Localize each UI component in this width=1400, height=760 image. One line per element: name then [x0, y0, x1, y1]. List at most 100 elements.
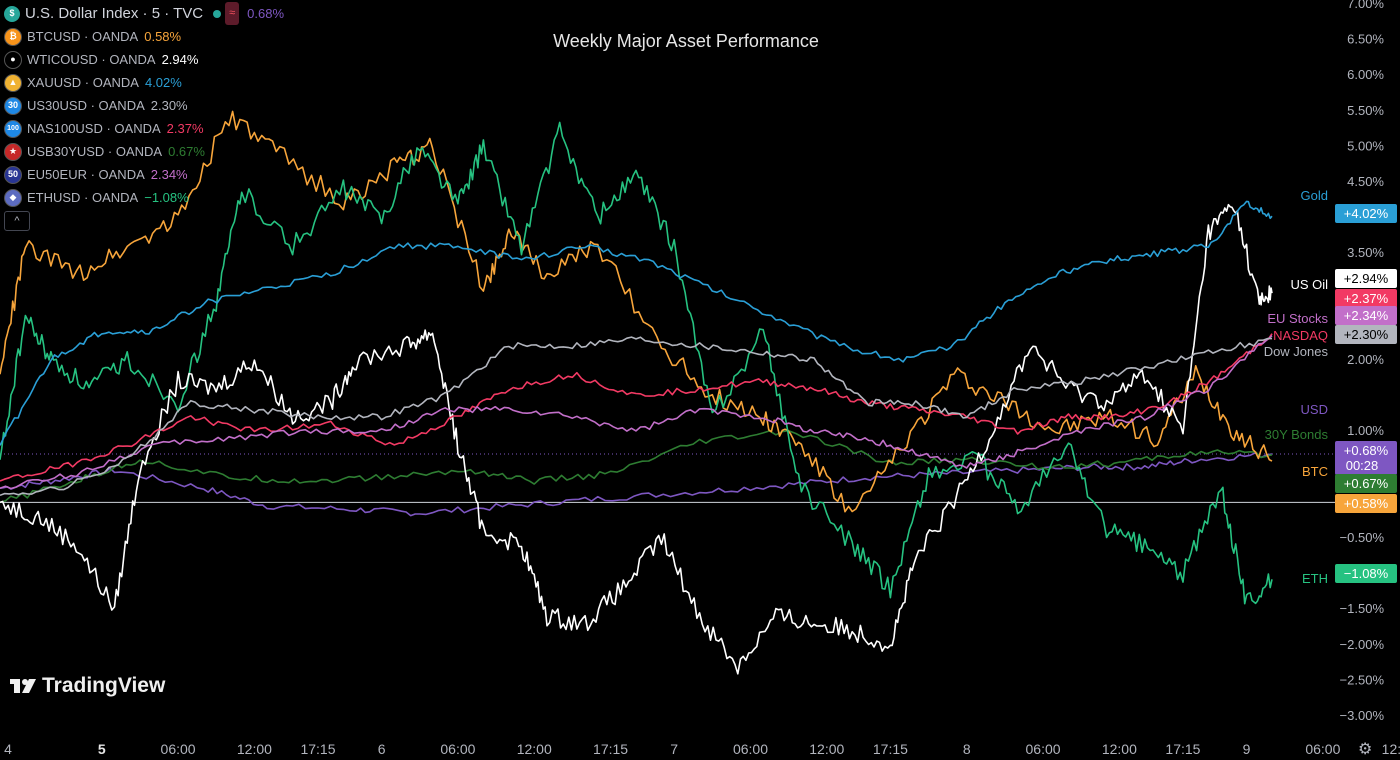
y-tick-label: 5.50%	[1347, 103, 1384, 118]
gold-bars-icon: ▲	[4, 73, 22, 92]
legend-row[interactable]: 30 US30USD · OANDA 2.30%	[4, 94, 284, 117]
y-tick-label: −3.00%	[1340, 708, 1385, 723]
legend-symbol: NAS100USD · OANDA	[27, 121, 161, 136]
x-tick-label: 06:00	[440, 741, 475, 757]
series-line-30y-bonds	[0, 429, 1273, 504]
series-line-us-oil	[0, 203, 1273, 675]
us-flag-icon: ★	[4, 142, 22, 161]
bitcoin-icon: ₿	[4, 27, 22, 46]
legend-symbol: XAUUSD · OANDA	[27, 75, 139, 90]
series-name-label: 30Y Bonds	[1265, 427, 1329, 442]
legend-row[interactable]: ◆ ETHUSD · OANDA −1.08%	[4, 186, 284, 209]
legend-main-row[interactable]: $ U.S. Dollar Index · 5 · TVC ≈ 0.68%	[4, 2, 284, 25]
legend-value: 2.94%	[161, 52, 199, 67]
series-name-label: US Oil	[1290, 277, 1328, 292]
series-line-dow-jones	[0, 336, 1272, 497]
legend-symbol: BTCUSD · OANDA	[27, 29, 139, 44]
dollar-icon: $	[4, 5, 20, 22]
legend-symbol: US30USD · OANDA	[27, 98, 145, 113]
series-line-eu-stocks	[0, 335, 1273, 490]
legend-value: 4.02%	[144, 75, 182, 90]
y-tick-label: 2.00%	[1347, 352, 1384, 367]
price-badge-value: +4.02%	[1344, 206, 1389, 221]
legend-row[interactable]: 50 EU50EUR · OANDA 2.34%	[4, 163, 284, 186]
y-tick-label: 6.00%	[1347, 67, 1384, 82]
us30-icon: 30	[4, 96, 22, 115]
x-tick-label: 12:00	[809, 741, 844, 757]
series-name-label: EU Stocks	[1267, 311, 1328, 326]
series-layer	[0, 110, 1335, 675]
y-tick-label: 6.50%	[1347, 32, 1384, 47]
legend-symbol: USB30YUSD · OANDA	[27, 144, 163, 159]
y-tick-label: −2.00%	[1340, 637, 1385, 652]
series-line-gold	[0, 200, 1273, 446]
price-badge-value: +2.34%	[1344, 308, 1389, 323]
legend-symbol: ETHUSD · OANDA	[27, 190, 139, 205]
chevron-up-icon: ^	[14, 215, 20, 227]
x-tick-label: 17:15	[873, 741, 908, 757]
price-badge-value: +2.37%	[1344, 291, 1389, 306]
y-axis[interactable]: 7.00% 6.50% 6.00% 5.50% 5.00% 4.50% 3.50% 2.00%…	[1340, 0, 1385, 723]
price-badge	[1335, 494, 1397, 513]
x-tick-label: 06:00	[1026, 741, 1061, 757]
series-name-label: Dow Jones	[1264, 344, 1329, 359]
x-tick-label: 9	[1243, 741, 1251, 757]
gear-icon[interactable]: ⚙	[1358, 741, 1373, 758]
x-tick-label: 8	[963, 741, 971, 757]
series-line-btc	[0, 110, 1273, 513]
legend-value: 2.34%	[150, 167, 188, 182]
y-tick-label: 5.00%	[1347, 138, 1384, 153]
price-badge-value: +0.68%	[1344, 443, 1389, 458]
y-tick-label: 1.00%	[1347, 423, 1384, 438]
series-name-label: USD	[1301, 402, 1328, 417]
x-tick-label: 12:00	[517, 741, 552, 757]
x-tick-label: 7	[670, 741, 678, 757]
price-badge-value: +2.30%	[1344, 327, 1389, 342]
y-tick-label: 7.00%	[1347, 0, 1384, 11]
legend-symbol: WTICOUSD · OANDA	[27, 52, 156, 67]
series-end-labels: USD +0.68%00:28 30Y Bonds +0.67% BTC +0.58% ET…	[1264, 188, 1397, 586]
legend-row[interactable]: ★ USB30YUSD · OANDA 0.67%	[4, 140, 284, 163]
y-tick-label: 3.50%	[1347, 245, 1384, 260]
legend-main-value: 0.68%	[247, 6, 285, 21]
x-tick-label: 12:00	[237, 741, 272, 757]
y-tick-label: −0.50%	[1340, 530, 1385, 545]
oil-drop-icon: ●	[4, 50, 22, 69]
approx-badge: ≈	[225, 2, 240, 25]
price-badge	[1335, 564, 1397, 583]
series-line-nasdaq	[0, 333, 1273, 482]
legend-row[interactable]: 100 NAS100USD · OANDA 2.37%	[4, 117, 284, 140]
nas100-icon: 100	[4, 119, 22, 138]
legend-row[interactable]: ₿ BTCUSD · OANDA 0.58%	[4, 25, 284, 48]
series-line-usd	[0, 451, 1273, 517]
price-badge	[1335, 289, 1397, 308]
brand-name: TradingView	[42, 674, 166, 697]
series-name-label: ETH	[1302, 571, 1328, 586]
y-tick-label: −1.50%	[1340, 601, 1385, 616]
x-tick-label: 12:00	[1102, 741, 1137, 757]
series-line-eth	[0, 121, 1273, 605]
legend-row[interactable]: ▲ XAUUSD · OANDA 4.02%	[4, 71, 284, 94]
series-name-label: Gold	[1301, 188, 1328, 203]
x-tick-label: 6	[378, 741, 386, 757]
x-tick-label: 4	[4, 741, 12, 757]
x-axis[interactable]: 4 5 06:00 12:00 17:15 6 06:00 12:00 17:15 7 06:00 1…	[4, 741, 1400, 757]
market-status-dot	[213, 9, 222, 18]
x-tick-label: 5	[98, 741, 106, 757]
price-badge-value: +2.94%	[1344, 271, 1389, 286]
x-tick-label: 17:15	[300, 741, 335, 757]
legend-symbol: EU50EUR · OANDA	[27, 167, 145, 182]
collapse-legend-button[interactable]: ^	[4, 211, 30, 231]
legend-value: −1.08%	[144, 190, 189, 205]
price-badge-value: +0.67%	[1344, 476, 1389, 491]
legend-row[interactable]: ● WTICOUSD · OANDA 2.94%	[4, 48, 284, 71]
x-tick-label: 06:00	[733, 741, 768, 757]
price-badge	[1335, 306, 1397, 325]
x-tick-label: 06:00	[161, 741, 196, 757]
price-badge	[1335, 204, 1397, 223]
tradingview-watermark: TradingView	[8, 674, 165, 698]
legend-main-symbol[interactable]: U.S. Dollar Index · 5 · TVC	[25, 5, 204, 22]
bar-countdown: 00:28	[1346, 458, 1379, 473]
x-tick-label: 12:00	[1382, 741, 1400, 757]
